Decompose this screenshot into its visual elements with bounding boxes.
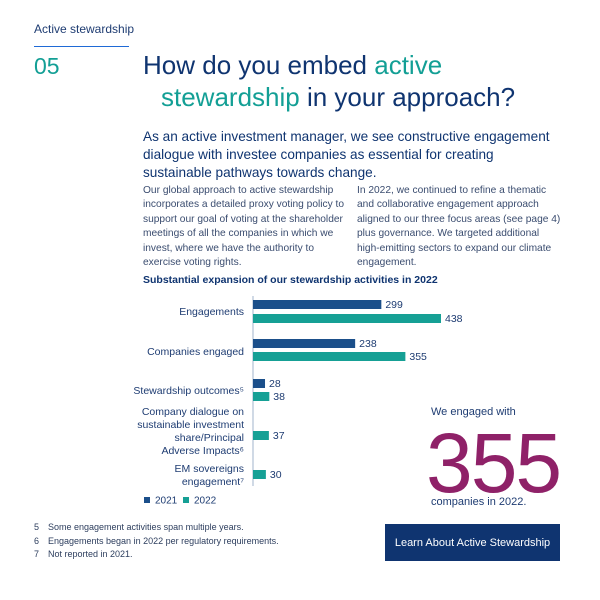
bar-2022-1	[253, 352, 406, 361]
title-accent-active: active	[374, 50, 443, 80]
title-part-1: How do you embed	[143, 50, 375, 80]
legend-label: 2021	[155, 496, 178, 507]
category-label: sustainable investment	[137, 419, 244, 431]
data-label: 30	[270, 469, 282, 481]
title-part-4: in your approach?	[299, 82, 516, 112]
data-label: 355	[409, 351, 427, 363]
data-label: 438	[445, 313, 463, 325]
page-title: How do you embed active stewardship in y…	[143, 49, 583, 113]
footnote-number: 7	[34, 549, 40, 559]
section-number: 05	[34, 53, 60, 79]
footnote-text: Not reported in 2021.	[48, 549, 133, 559]
footnote-text: Some engagement activities span multiple…	[48, 522, 244, 532]
footnote-number: 5	[34, 522, 40, 532]
chart-title: Substantial expansion of our stewardship…	[143, 274, 438, 286]
category-label: Engagements	[179, 306, 244, 318]
footnote-item: 6 Engagements began in 2022 per regulator…	[34, 535, 279, 549]
footnote-item: 7 Not reported in 2021.	[34, 548, 279, 562]
footnote-text: Engagements began in 2022 per regulatory…	[48, 535, 279, 546]
category-label: share/Principal	[175, 432, 244, 444]
bar-2022-0	[253, 314, 441, 323]
footnote-item: 5 Some engagement activities span multipl…	[34, 521, 279, 535]
category-label: Company dialogue on	[142, 406, 244, 418]
bar-2022-4	[253, 470, 266, 479]
legend-swatch-2021	[144, 497, 150, 503]
section-divider	[34, 46, 129, 47]
bar-2021-0	[253, 300, 382, 309]
footnote-number: 6	[34, 535, 40, 546]
bar-2021-2	[253, 379, 266, 388]
category-label: Companies engaged	[147, 346, 244, 358]
data-label: 299	[385, 299, 403, 311]
body-left-column: Our global approach to active stewardshi…	[143, 185, 345, 269]
data-label: 28	[269, 378, 281, 390]
intro-paragraph: As an active investment manager, we see …	[143, 129, 550, 180]
legend-swatch-2022	[183, 497, 189, 503]
category-label: Stewardship outcomes⁵	[133, 385, 244, 397]
category-label: EM sovereigns	[175, 463, 244, 475]
callout-top-text: We engaged with	[431, 406, 516, 418]
callout-bottom-text: companies in 2022.	[431, 496, 527, 508]
section-label: Active stewardship	[34, 22, 135, 36]
bar-2021-1	[253, 339, 356, 348]
footnotes: 5 Some engagement activities span multipl…	[34, 521, 279, 562]
bar-2022-2	[253, 392, 270, 401]
category-label: engagement⁷	[182, 476, 244, 488]
bar-2022-3	[253, 431, 269, 440]
data-label: 238	[359, 338, 377, 350]
data-label: 38	[273, 391, 285, 403]
title-accent-stewardship: stewardship	[161, 82, 300, 112]
body-right-column: In 2022, we continued to refine a themat…	[357, 185, 561, 269]
learn-about-active-stewardship-button[interactable]: Learn About Active Stewardship	[385, 524, 560, 561]
category-label: Adverse Impacts⁶	[161, 445, 244, 457]
legend-label: 2022	[194, 496, 217, 507]
data-label: 37	[273, 430, 285, 442]
callout-number: 355	[426, 416, 562, 510]
